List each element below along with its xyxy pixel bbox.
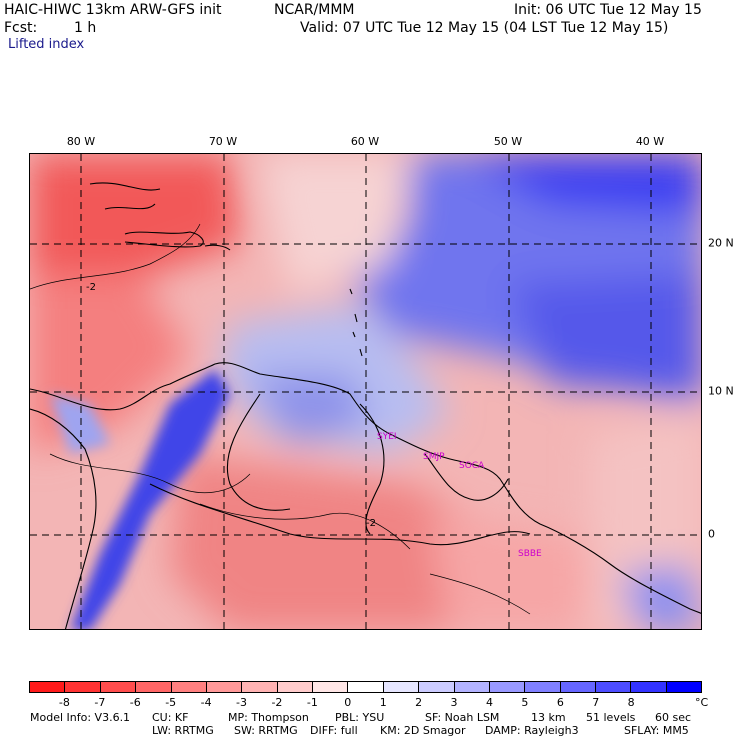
timestep: 60 sec (655, 711, 692, 724)
andes-shading (50, 369, 230, 629)
colorbar-cell (206, 682, 243, 692)
colorbar-tick-label: -1 (306, 696, 318, 709)
pbl-scheme: PBL: YSU (335, 711, 385, 724)
colorbar-cell (525, 682, 561, 692)
venezuela-colombia-border (226, 393, 291, 511)
contours (30, 223, 531, 615)
colorbar-tick-label: -6 (129, 696, 141, 709)
colorbar-cell (136, 682, 172, 692)
contour-c (199, 503, 411, 550)
puerto-rico-coast (204, 244, 231, 251)
station-soca: SOCA (459, 461, 485, 471)
cuba-coast (89, 182, 161, 210)
lat-lon-grid (30, 154, 701, 629)
contour-a (30, 223, 201, 290)
lat-label-10n: 10 N (708, 384, 734, 398)
colorbar (29, 681, 702, 693)
colorbar-cell (65, 682, 101, 692)
colorbar-tick-label: 6 (556, 696, 564, 709)
colorbar-cell (666, 682, 702, 692)
pacific-coast (30, 408, 97, 629)
init-time: Init: 06 UTC Tue 12 May 15 (514, 2, 702, 18)
colorbar-cell (313, 682, 349, 692)
colorbar-tick-label: 2 (415, 696, 423, 709)
org-label: NCAR/MMM (274, 2, 355, 18)
colorbar-tick-label: 3 (450, 696, 458, 709)
model-title: HAIC-HIWC 13km ARW-GFS init (4, 2, 222, 18)
south-america-coast (30, 362, 701, 614)
station-sbbe: SBBE (518, 549, 542, 559)
lon-label-80w: 80 W (66, 135, 96, 148)
contour-d (429, 573, 531, 615)
colorbar-cell (277, 682, 313, 692)
colorbar-cell (242, 682, 278, 692)
model-info: Model Info: V3.6.1 (30, 711, 131, 724)
colorbar-tick-label: 4 (485, 696, 493, 709)
sflay-scheme: SFLAY: MM5 (624, 724, 689, 737)
colorbar-cell (560, 682, 596, 692)
lon-label-70w: 70 W (208, 135, 238, 148)
colorbar-tick-label: 5 (521, 696, 529, 709)
colorbar-cell (348, 682, 384, 692)
hispaniola-coast (124, 231, 204, 248)
colorbar-tick-label: 8 (627, 696, 635, 709)
colorbar-tick-label: 7 (592, 696, 600, 709)
guiana-boundary (424, 453, 509, 501)
lesser-antilles (349, 288, 363, 357)
colorbar-cell (100, 682, 137, 692)
lon-label-40w: 40 W (635, 135, 665, 148)
colorbar-tick-label: -4 (200, 696, 212, 709)
cu-scheme: CU: KF (152, 711, 189, 724)
grid-resolution: 13 km (531, 711, 566, 724)
diff-scheme: DIFF: full (310, 724, 358, 737)
colorbar-cell (454, 682, 490, 692)
lon-label-60w: 60 W (350, 135, 380, 148)
lon-label-50w: 50 W (493, 135, 523, 148)
colorbar-tick-label: -5 (165, 696, 177, 709)
valid-time: Valid: 07 UTC Tue 12 May 15 (04 LST Tue … (300, 20, 669, 36)
colorbar-tick-label: 0 (344, 696, 352, 709)
colorbar-cell (631, 682, 667, 692)
colorbar-cell (489, 682, 526, 692)
colorbar-tick-label: -7 (94, 696, 106, 709)
lw-scheme: LW: RRTMG (152, 724, 214, 737)
vertical-levels: 51 levels (586, 711, 636, 724)
colorbar-tick-label: -8 (58, 696, 70, 709)
colorbar-cell (596, 682, 632, 692)
station-smjp: SMJP (423, 452, 445, 462)
colorbar-unit: °C (695, 696, 709, 709)
forecast-hour: 1 h (74, 20, 97, 36)
contour-label-1: -2 (86, 282, 96, 293)
colorbar-cell (419, 682, 455, 692)
sf-scheme: SF: Noah LSM (425, 711, 500, 724)
colorbar-cell (383, 682, 420, 692)
contour-b (49, 453, 251, 494)
colorbar-tick-label: -2 (271, 696, 283, 709)
colorbar-cell (30, 682, 66, 692)
colorbar-tick-label: -3 (236, 696, 247, 709)
damp-scheme: DAMP: Rayleigh3 (485, 724, 579, 737)
sw-scheme: SW: RRTMG (234, 724, 298, 737)
map-canvas: -2 -2 (30, 154, 701, 629)
field-name: Lifted index (8, 37, 85, 52)
lifted-index-map: -2 -2 (29, 153, 702, 630)
coastlines (30, 182, 701, 629)
colorbar-tick-label: 1 (379, 696, 387, 709)
lat-label-20n: 20 N (708, 236, 734, 250)
forecast-label: Fcst: (4, 20, 38, 36)
lat-label-equator: 0 (708, 527, 715, 541)
station-syei: SYEI (377, 432, 397, 442)
mp-scheme: MP: Thompson (228, 711, 309, 724)
km-scheme: KM: 2D Smagor (380, 724, 466, 737)
colorbar-cell (171, 682, 207, 692)
contour-label-2: -2 (366, 518, 376, 529)
colorbar-cells (30, 682, 702, 692)
amazon-border (149, 483, 531, 546)
